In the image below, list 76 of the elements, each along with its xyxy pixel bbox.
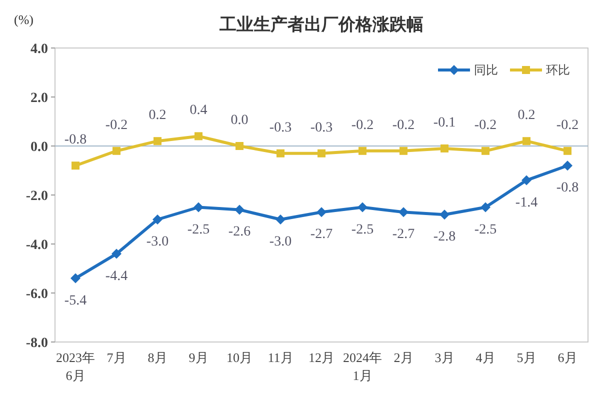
x-tick-label: 7月 [106,350,126,365]
point [522,137,530,146]
point [154,137,162,146]
data-label: -2.7 [310,227,333,242]
x-tick-label: 6月 [558,350,578,365]
data-label: -2.6 [228,224,251,240]
data-label: -0.3 [310,120,333,136]
point [112,146,120,155]
x-tick-label: 2024年 1月 [343,350,382,383]
point [482,146,490,155]
point [358,202,368,212]
point [152,214,162,224]
x-tick-label: 2023年 6月 [56,350,95,383]
point [318,149,326,158]
point [112,248,122,259]
point [276,214,286,224]
data-label: -5.4 [64,293,87,308]
legend-label: 同比 [474,63,498,77]
data-label: -0.2 [351,118,374,133]
y-axis-title: (%) [14,12,34,27]
data-label: 0.2 [518,108,536,124]
point [480,202,490,212]
data-label: -2.5 [474,222,497,238]
point [398,207,408,218]
data-label: -0.8 [64,132,87,148]
y-tick-label: 2.0 [30,91,48,106]
data-label: -0.2 [474,118,497,133]
x-tick-label: 11月 [268,350,294,365]
point [358,146,366,155]
data-label: -3.0 [269,234,292,250]
point [562,160,572,171]
data-label: -2.5 [187,222,210,238]
y-tick-label: 4.0 [30,42,48,57]
y-tick-label: 0.0 [30,140,48,155]
point [236,142,244,150]
point [522,175,532,186]
data-label: 0.2 [148,108,166,124]
data-label: -0.8 [556,180,579,196]
y-tick-label: -4.0 [26,238,48,253]
point [564,146,572,155]
x-tick-label: 8月 [148,350,168,365]
y-tick-label: -8.0 [26,336,48,351]
data-label: -1.4 [515,195,538,210]
data-label: 0.4 [190,103,208,118]
data-label: -0.1 [433,115,456,130]
data-label: -2.7 [392,227,415,242]
point [72,162,80,170]
x-tick-label: 12月 [308,350,334,365]
y-tick-label: -6.0 [26,287,48,302]
data-label: -2.5 [351,222,374,238]
data-label: -0.2 [392,118,415,133]
point [316,207,326,218]
x-tick-label: 3月 [434,350,454,365]
point [276,149,284,158]
point [234,204,244,215]
x-tick-label: 10月 [226,350,252,365]
point [194,132,202,140]
x-tick-label: 2月 [394,350,414,365]
data-label: -0.3 [269,120,292,136]
y-tick-label: -2.0 [26,189,48,204]
point [400,146,408,155]
data-label: 0.0 [230,113,248,128]
point [440,144,448,152]
x-tick-label: 5月 [516,350,536,365]
point [194,202,204,212]
x-tick-label: 4月 [476,350,496,365]
x-tick-label: 9月 [188,350,208,365]
chart-title: 工业生产者出厂价格涨跌幅 [218,15,424,34]
legend-label: 环比 [546,63,570,77]
data-label: -0.2 [556,118,579,133]
data-label: -4.4 [105,268,128,284]
data-label: -3.0 [146,234,169,250]
data-label: -0.2 [105,118,128,133]
data-label: -2.8 [433,230,456,245]
point [70,273,80,284]
point [440,210,450,220]
